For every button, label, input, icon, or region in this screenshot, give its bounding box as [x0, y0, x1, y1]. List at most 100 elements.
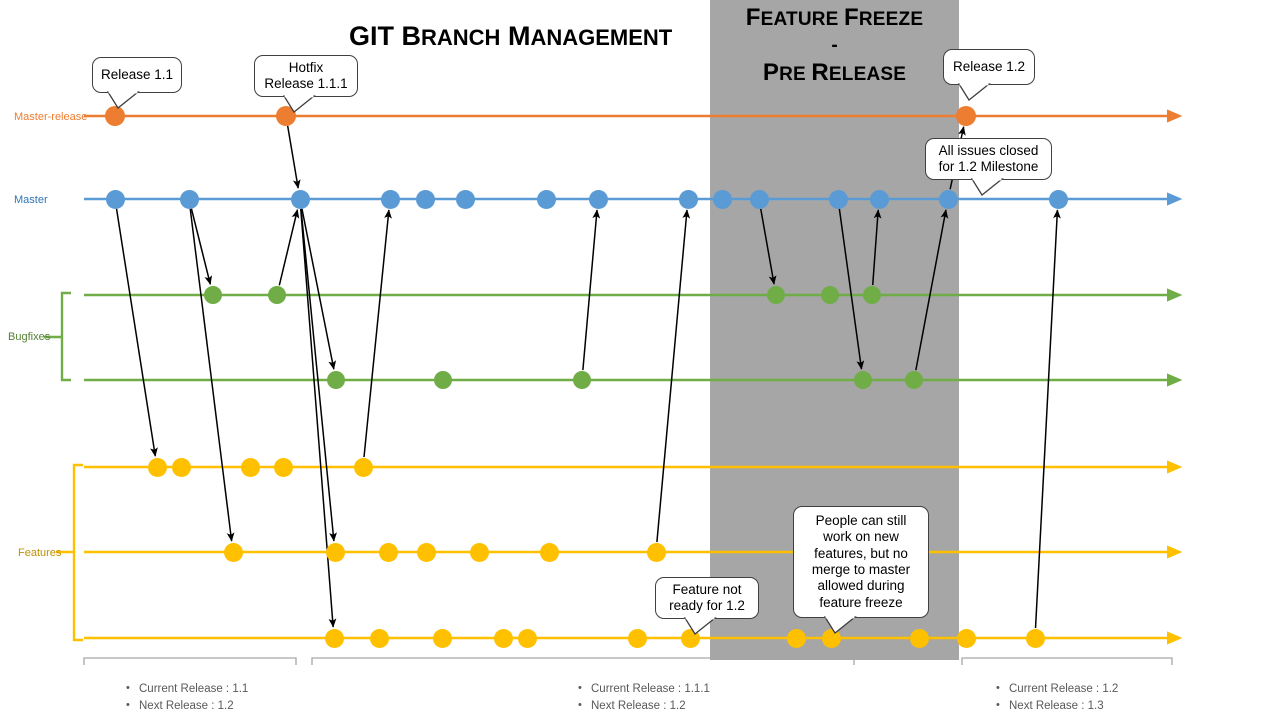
commit-node-master-5[interactable]: [455, 189, 475, 209]
legend-bullet-icon: •: [578, 698, 582, 711]
commit-arrow-branch-5: [301, 208, 337, 370]
commit-node-feature-2-4[interactable]: [469, 542, 489, 562]
commit-node-feature-1-3[interactable]: [273, 457, 293, 477]
commit-node-master-release-1[interactable]: [276, 106, 296, 126]
commit-node-bugfix-2-0[interactable]: [327, 371, 345, 389]
commit-node-feature-3-10[interactable]: [956, 628, 976, 648]
commit-arrow-branch-0: [115, 208, 158, 457]
commit-arrow-branch-7: [300, 208, 337, 542]
commit-node-master-8[interactable]: [678, 189, 698, 209]
commit-node-feature-1-0[interactable]: [147, 457, 167, 477]
legend-row: • Next Release : 1.2: [126, 698, 248, 715]
commit-arrow-branch-12: [838, 208, 865, 370]
commit-node-master-3[interactable]: [380, 189, 400, 209]
commit-node-master-12[interactable]: [869, 189, 889, 209]
feature-freeze-title: FEATURE FREEZE - PRE RELEASE: [710, 6, 959, 85]
commit-node-master-release-0[interactable]: [105, 106, 125, 126]
legend-row: • Next Release : 1.2: [578, 698, 710, 715]
legend-bullet-icon: •: [126, 698, 130, 711]
group-brackets: [44, 291, 83, 642]
callout-text-feature-not-ready: Feature not ready for 1.2: [669, 582, 745, 615]
commit-node-bugfix-1-3[interactable]: [821, 286, 839, 304]
commit-arrow-branch-11: [760, 208, 777, 285]
commit-node-master-6[interactable]: [536, 189, 556, 209]
commit-arrow-merge-14: [915, 209, 949, 371]
commit-node-master-2[interactable]: [290, 189, 310, 209]
callout-text-all-issues-closed: All issues closed for 1.2 Milestone: [939, 143, 1039, 176]
commit-node-feature-1-2[interactable]: [240, 457, 260, 477]
commit-node-bugfix-1-1[interactable]: [268, 286, 286, 304]
commit-node-feature-3-1[interactable]: [369, 628, 389, 648]
legend-release-11: • Current Release : 1.1 • Next Release : 1.…: [126, 681, 248, 714]
commit-node-bugfix-2-3[interactable]: [854, 371, 872, 389]
callout-tail-all-issues-closed: [971, 178, 1004, 196]
commit-node-feature-3-9[interactable]: [909, 628, 929, 648]
commit-node-master-release-2[interactable]: [956, 106, 976, 126]
callout-line: Hotfix: [288, 59, 324, 75]
commit-arrow-merge-10: [656, 209, 691, 543]
commit-node-feature-3-5[interactable]: [627, 628, 647, 648]
callout-text-release-11: Release 1.1: [101, 67, 173, 83]
commit-node-master-0[interactable]: [105, 189, 125, 209]
commit-node-master-11[interactable]: [828, 189, 848, 209]
callout-line: People can still: [815, 512, 907, 528]
commit-node-feature-3-8[interactable]: [821, 628, 841, 648]
callout-line: allowed during: [817, 578, 905, 594]
feature-freeze-line1: FEATURE FREEZE: [745, 4, 924, 31]
commit-node-master-1[interactable]: [179, 189, 199, 209]
commit-node-bugfix-2-2[interactable]: [573, 371, 591, 389]
commit-node-feature-1-1[interactable]: [171, 457, 191, 477]
commit-node-feature-1-4[interactable]: [353, 457, 373, 477]
commit-node-feature-2-1[interactable]: [325, 542, 345, 562]
legend-row-label: Current Release : 1.1: [139, 683, 249, 695]
legend-bullet-icon: •: [578, 682, 582, 694]
commit-node-feature-3-2[interactable]: [432, 628, 452, 648]
group-label-bugfixes: Bugfixes: [8, 331, 51, 343]
commit-node-master-14[interactable]: [1048, 189, 1068, 209]
commit-node-feature-2-5[interactable]: [539, 542, 559, 562]
commit-node-bugfix-1-4[interactable]: [863, 286, 881, 304]
commit-node-feature-2-3[interactable]: [416, 542, 436, 562]
commit-node-bugfix-1-0[interactable]: [204, 286, 222, 304]
commit-node-master-4[interactable]: [415, 189, 435, 209]
commit-node-master-7[interactable]: [588, 189, 608, 209]
callout-people-can-still-work: People can still work on new features, but…: [793, 506, 929, 618]
commit-arrow-merge-4: [286, 125, 301, 189]
legend-bracket-legend-release-11: [83, 657, 297, 665]
commit-node-master-10[interactable]: [749, 189, 769, 209]
commit-node-master-9[interactable]: [712, 189, 732, 209]
commit-node-feature-3-7[interactable]: [786, 628, 806, 648]
legend-bullet-icon: •: [126, 682, 130, 694]
legend-release-111: • Current Release : 1.1.1 • Next Release : …: [578, 681, 710, 714]
commit-node-feature-3-11[interactable]: [1025, 628, 1045, 648]
legend-bullet-icon: •: [996, 698, 1000, 711]
callout-release-11: Release 1.1: [92, 57, 182, 93]
page-title: GIT BRANCH MANAGEMENT: [349, 21, 673, 51]
commit-node-feature-2-2[interactable]: [378, 542, 398, 562]
callout-release-12: Release 1.2: [943, 49, 1035, 85]
callout-line: Feature not: [672, 581, 742, 597]
callout-line: feature freeze: [819, 594, 903, 610]
commit-node-bugfix-1-2[interactable]: [767, 286, 785, 304]
commit-arrow-merge-13: [871, 209, 882, 286]
commit-arrow-merge-9: [582, 209, 601, 371]
commit-node-bugfix-2-1[interactable]: [434, 371, 452, 389]
commit-node-bugfix-2-4[interactable]: [905, 371, 923, 389]
commit-node-feature-3-0[interactable]: [324, 628, 344, 648]
callout-text-people-can-still-work: People can still work on new features, but…: [812, 513, 910, 612]
commit-node-feature-2-6[interactable]: [646, 542, 666, 562]
group-label-features: Features: [18, 547, 62, 559]
legend-row: • Next Release : 1.3: [996, 698, 1118, 715]
commit-node-feature-3-4[interactable]: [517, 628, 537, 648]
commit-node-feature-3-3[interactable]: [493, 628, 513, 648]
commit-node-feature-2-0[interactable]: [223, 542, 243, 562]
commit-arrow-branch-1: [190, 208, 213, 285]
legend-row-label: Next Release : 1.2: [591, 699, 686, 712]
commit-node-master-13[interactable]: [938, 189, 958, 209]
feature-freeze-dash: -: [831, 35, 838, 56]
legend-bracket-legend-release-111: [311, 657, 855, 665]
callout-line: All issues closed: [938, 142, 1039, 158]
legend-row-label: Next Release : 1.3: [1009, 699, 1104, 712]
callout-line: for 1.2 Milestone: [938, 159, 1039, 174]
commit-arrow-merge-8: [363, 209, 392, 458]
